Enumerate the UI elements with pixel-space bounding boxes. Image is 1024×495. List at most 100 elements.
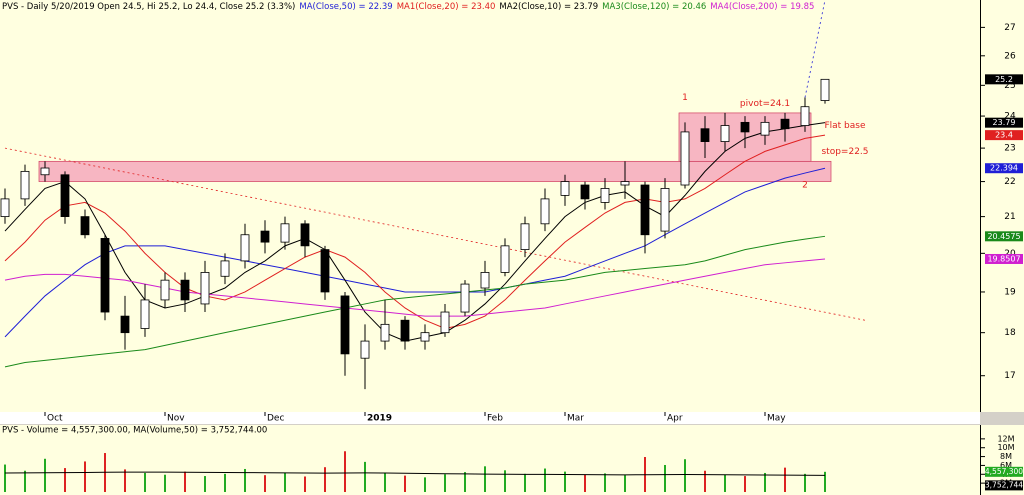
price-panel [0,0,980,412]
volume-bar [404,475,406,492]
value-box [985,117,1023,128]
candle-body [640,184,650,236]
moving-average [4,167,826,338]
candle-body [660,188,670,232]
volume-bar [164,474,166,492]
y-tick-label: 24 [1004,112,1016,122]
candle-body [600,188,610,203]
y-tick-label: 20 [1004,249,1016,259]
annotation: 1 [682,93,688,103]
volume-bar [784,467,786,492]
moving-average [4,134,826,330]
price-axis-panel [981,0,1024,412]
volume-ma [4,471,826,476]
candle-body [340,295,350,355]
trendline [804,0,826,98]
volume-tick-label: 12M [997,434,1014,443]
volume-bar [764,472,766,492]
candle-body [700,128,710,142]
chart-header: PVS - Daily 5/20/2019 Open 24.5, Hi 25.2… [2,2,814,12]
volume-bar [704,470,706,492]
volume-bar [24,470,26,492]
volume-bar [244,468,246,492]
volume-tick-label: 8M [1000,452,1012,461]
value-box-label: 22.394 [990,164,1018,173]
x-tick-label: May [767,414,786,424]
y-tick-label: 17 [1004,371,1015,381]
legend-entry: MA1(Close,20) = 23.40 [397,2,496,12]
value-box-label: 3,752,744 [985,480,1023,489]
x-tick-label: Feb [487,414,503,424]
x-tick-label: Nov [167,414,185,424]
moving-average [4,235,826,368]
legend-entry: MA4(Close,200) = 19.85 [710,2,814,12]
value-box [985,253,1023,264]
x-tick-label: 2019 [367,414,392,424]
candle-body [580,184,590,200]
volume-bar [724,474,726,492]
annotation: 2 [802,181,808,191]
y-tick-label: 18 [1004,328,1016,338]
volume-bar [564,471,566,492]
candle-body [200,272,210,305]
candle-body [80,216,90,236]
date-axis [0,412,980,424]
x-tick-label: Dec [267,414,284,424]
x-tick-label: Apr [667,414,683,424]
annotation: pivot=24.1 [740,99,790,109]
candle-body [60,174,70,218]
value-box [985,74,1023,85]
x-tick-label: Oct [47,414,63,424]
volume-bar [464,472,466,492]
volume-bar [584,474,586,492]
y-tick-label: 22 [1004,177,1015,187]
volume-bar [444,474,446,492]
candle-body [560,181,570,196]
value-box [985,480,1023,491]
volume-bar [264,475,266,492]
volume-bar [224,473,226,492]
candle-body [440,311,450,334]
candle-body [360,340,370,359]
value-box [985,130,1023,141]
value-box [985,466,1023,477]
volume-bar [144,472,146,492]
legend-entry: MA(Close,50) = 22.39 [299,2,392,12]
candle-body [540,198,550,225]
volume-bar [664,464,666,492]
candle-body [300,223,310,247]
candle-body [460,283,470,313]
candle-body [100,238,110,313]
candle-body [780,118,790,130]
value-box [985,231,1023,242]
volume-bar [64,468,66,492]
candle-body [740,121,750,133]
volume-bar [184,471,186,492]
volume-bar [604,473,606,492]
candle-body [820,78,830,101]
volume-bar [204,476,206,492]
volume-bar [804,473,806,492]
candle-body [140,299,150,329]
candle-body [520,223,530,250]
candle-body [320,249,330,293]
value-box-label: 23.4 [995,131,1013,140]
candle-body [260,230,270,243]
candle-body [480,272,490,289]
volume-bar [744,476,746,492]
y-tick-label: 23 [1004,144,1015,154]
annotation: Flat base [824,121,865,131]
legend-entry: MA3(Close,120) = 20.46 [602,2,706,12]
candle-body [380,323,390,342]
volume-bar [424,477,426,492]
candle-body [500,245,510,273]
volume-bar [824,471,826,492]
candle-body [160,279,170,301]
volume-bar [684,459,686,492]
candle-body [20,170,30,200]
volume-bar [384,473,386,492]
volume-bar [84,461,86,492]
candle-body [800,106,810,126]
moving-average [4,122,826,342]
volume-panel [0,425,980,495]
